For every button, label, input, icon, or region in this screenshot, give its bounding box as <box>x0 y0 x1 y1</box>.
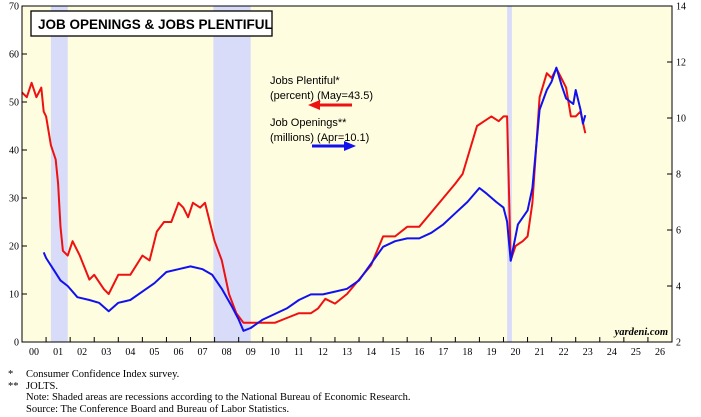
legend-label: Job Openings** <box>270 117 347 129</box>
legend-arrowhead-job-openings <box>344 141 356 151</box>
x-axis-tick-label: 16 <box>414 347 424 358</box>
x-axis-tick-label: 14 <box>366 347 376 358</box>
x-axis-tick-label: 22 <box>559 347 569 358</box>
chart-title: JOB OPENINGS & JOBS PLENTIFUL <box>38 17 273 32</box>
x-axis-tick-label: 07 <box>198 347 208 358</box>
x-axis-tick-label: 08 <box>222 347 232 358</box>
footnote-text: JOLTS. <box>26 380 58 392</box>
x-axis-tick-label: 18 <box>462 347 472 358</box>
footnote-mark: * <box>8 369 14 380</box>
watermark: yardeni.com <box>613 327 668 338</box>
x-axis-tick-label: 17 <box>438 347 448 358</box>
recession-band <box>50 6 68 342</box>
plot-area <box>22 6 672 342</box>
x-axis-tick-label: 03 <box>101 347 111 358</box>
x-axis-tick-label: 23 <box>583 347 593 358</box>
footnote-mark: ** <box>8 380 19 392</box>
legend-label: (millions) (Apr=10.1) <box>270 132 369 144</box>
right-axis-tick-label: 8 <box>676 170 681 181</box>
right-axis-tick-label: 4 <box>676 282 681 293</box>
left-axis-tick-label: 10 <box>9 290 19 301</box>
x-axis-tick-label: 06 <box>173 347 183 358</box>
left-axis-tick-label: 70 <box>9 2 19 13</box>
x-axis-tick-label: 21 <box>535 347 545 358</box>
right-axis-tick-label: 2 <box>676 338 681 349</box>
x-axis-tick-label: 24 <box>607 347 617 358</box>
x-axis-tick-label: 00 <box>29 347 39 358</box>
x-axis-tick-label: 26 <box>655 347 665 358</box>
footnotes: * Consumer Confidence Index survey. ** JOL… <box>8 369 411 415</box>
footnote-1: * Consumer Confidence Index survey. <box>8 369 411 381</box>
left-axis-tick-label: 0 <box>14 338 19 349</box>
left-axis-tick-label: 60 <box>9 50 19 61</box>
right-axis-tick-label: 6 <box>676 226 681 237</box>
x-axis-tick-label: 13 <box>342 347 352 358</box>
left-axis-tick-label: 40 <box>9 146 19 157</box>
x-axis-tick-label: 25 <box>631 347 641 358</box>
legend-arrowhead-jobs-plentiful <box>308 100 320 110</box>
title-frame <box>30 10 273 37</box>
x-axis-tick-label: 20 <box>511 347 521 358</box>
footnote-text: Consumer Confidence Index survey. <box>26 369 180 380</box>
footnote-3: Note: Shaded areas are recessions accord… <box>8 392 411 404</box>
left-axis-tick-label: 50 <box>9 98 19 109</box>
left-axis-tick-label: 30 <box>9 194 19 205</box>
x-axis-tick-label: 04 <box>125 347 135 358</box>
x-axis-tick-label: 09 <box>246 347 256 358</box>
recession-band <box>213 6 251 342</box>
x-axis-tick-label: 19 <box>486 347 496 358</box>
jobs-plentiful-line <box>21 67 587 324</box>
x-axis-tick-label: 02 <box>77 347 87 358</box>
footnote-2: ** JOLTS. <box>8 381 411 393</box>
footnote-text: Note: Shaded areas are recessions accord… <box>26 392 411 404</box>
legend-label: Jobs Plentiful* <box>270 75 340 87</box>
right-axis-tick-label: 12 <box>676 58 686 69</box>
left-axis-tick-label: 20 <box>9 242 19 253</box>
right-axis-tick-label: 10 <box>676 114 686 125</box>
x-axis-tick-label: 01 <box>53 347 63 358</box>
x-axis-tick-label: 15 <box>390 347 400 358</box>
x-axis-tick-label: 12 <box>318 347 328 358</box>
legend-label: (percent) (May=43.5) <box>270 90 373 102</box>
footnote-text: Source: The Conference Board and Bureau … <box>26 403 290 415</box>
footnote-4: Source: The Conference Board and Bureau … <box>8 404 411 416</box>
right-axis-tick-label: 14 <box>676 2 686 13</box>
x-axis-tick-label: 10 <box>270 347 280 358</box>
x-axis-tick-label: 11 <box>294 347 304 358</box>
job-openings-line <box>42 66 587 332</box>
x-axis-tick-label: 05 <box>149 347 159 358</box>
